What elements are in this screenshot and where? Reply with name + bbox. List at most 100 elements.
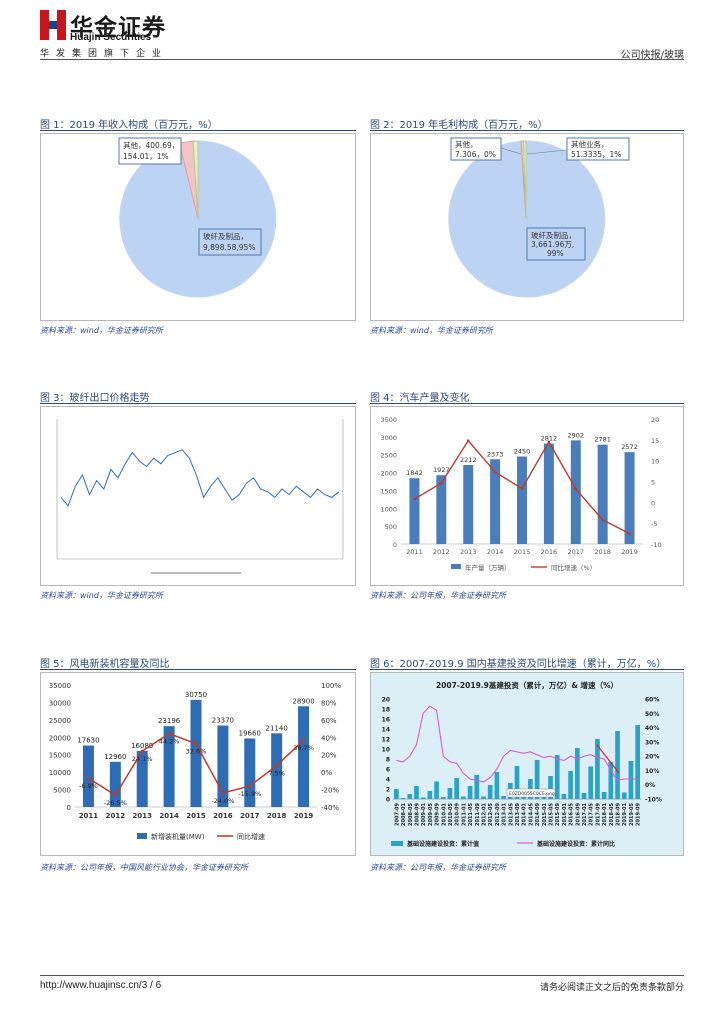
- figure-1-rule: [40, 130, 356, 131]
- line-point-yoy: [628, 532, 631, 535]
- bar-infra-cumulative: [407, 794, 413, 799]
- bar-car-output: [409, 478, 420, 544]
- x-tick-label: 2010-05: [448, 802, 454, 825]
- brand-name-en: Huajin Securities: [70, 32, 152, 43]
- footer-divider: [40, 975, 684, 976]
- pie-label-box-fiber: [198, 228, 262, 256]
- x-tick-label: 2013-05: [508, 802, 514, 825]
- y-left-tick-label: 4: [386, 777, 390, 784]
- figure-1-pie-chart: 其他，400.69， 154.01，1% 玻纤及制品， 9,898.58,95%: [118, 137, 277, 298]
- figure-4-combo-chart: 350030002500200015001000500020151050-5-1…: [380, 416, 662, 572]
- y-right-tick-label: 40%: [645, 725, 659, 732]
- x-tick-label: 2012: [106, 812, 126, 820]
- figure-2-frame: 其他， 7.306，0% 其他业务， 51.3335，1% 玻纤及制品， 3,6…: [370, 133, 684, 321]
- bar-infra-cumulative: [548, 776, 553, 799]
- y-left-tick-label: 10000: [49, 769, 71, 777]
- y-right-tick-label: -40%: [321, 804, 339, 812]
- bar-infra-cumulative: [474, 775, 480, 799]
- y-right-tick-label: 30%: [645, 739, 659, 746]
- y-right-tick-label: 15: [651, 437, 659, 445]
- line-data-label: -24.0%: [211, 797, 234, 805]
- y-left-tick-label: 35000: [49, 682, 71, 690]
- x-tick-label: 2018-09: [616, 802, 622, 825]
- bar-wind-capacity: [190, 699, 202, 807]
- y-right-tick-label: 20%: [321, 752, 337, 760]
- trend-arrow: [596, 744, 620, 774]
- bar-infra-cumulative: [568, 771, 573, 799]
- line-point-yoy: [601, 518, 604, 522]
- line-data-label: -6.9%: [79, 782, 98, 790]
- figure-6-title: 图 6：2007-2019.9 国内基建投资及同比增速（累计，万亿，%）: [370, 659, 667, 670]
- bar-infra-cumulative: [487, 785, 493, 799]
- bar-infra-cumulative: [608, 762, 614, 799]
- x-tick-label: 2016: [213, 812, 233, 820]
- bar-infra-cumulative: [447, 788, 453, 799]
- bar-infra-cumulative: [467, 786, 473, 799]
- chart-title: 2007-2019.9基建投资（累计，万亿）& 增速（%）: [436, 680, 618, 690]
- bar-infra-cumulative: [534, 760, 540, 799]
- bar-wind-capacity: [136, 750, 148, 807]
- x-tick-label: 2014: [159, 812, 179, 820]
- bar-infra-cumulative: [588, 766, 594, 799]
- pie-label-other-business-line2: 51.3335，1%: [571, 150, 621, 159]
- x-tick-label: 2014-05: [528, 802, 534, 825]
- bar-car-output: [436, 475, 447, 544]
- footer-url[interactable]: http://www.huajinsc.cn/3 / 6: [40, 980, 162, 991]
- bar-data-label: 30750: [185, 691, 207, 699]
- bar-infra-cumulative: [461, 796, 466, 799]
- line-point-yoy: [547, 440, 551, 444]
- pie-label-fiber-line3: 99%: [547, 249, 564, 258]
- y-right-tick-label: 60%: [645, 697, 659, 704]
- x-tick-label: 2015-09: [555, 802, 561, 825]
- figure-3-title: 图 3：玻纤出口价格走势: [40, 393, 150, 404]
- header-divider: [40, 59, 684, 60]
- footer-disclaimer-note: 请务必阅读正文之后的免责条款部分: [539, 983, 684, 993]
- x-tick-label: 2013: [460, 548, 477, 556]
- line-point-yoy: [574, 487, 578, 491]
- line-point-yoy: [140, 749, 144, 753]
- x-tick-label: 2014: [487, 548, 504, 556]
- y-right-tick-label: -10: [651, 541, 662, 549]
- figure-3-line-chart: [56, 419, 344, 574]
- x-tick-label: 2018: [267, 812, 287, 820]
- bar-wind-capacity: [244, 738, 256, 807]
- bar-wind-capacity: [82, 745, 94, 807]
- y-left-tick-label: 2500: [380, 452, 397, 460]
- y-left-tick-label: 1000: [380, 505, 397, 513]
- figure-3-source: 资料来源：wind，华金证券研究所: [40, 591, 163, 600]
- legend-swatch-cumulative: [391, 841, 403, 846]
- x-tick-label: 2009-09: [435, 802, 441, 825]
- figure-6-combo-chart: 2007-2019.9基建投资（累计，万亿）& 增速（%）20181614121…: [371, 673, 683, 855]
- y-left-tick-label: 5000: [53, 787, 71, 795]
- y-left-tick-label: 1500: [380, 487, 397, 495]
- y-left-tick-label: 16: [382, 717, 390, 724]
- y-left-tick-label: 8: [386, 757, 390, 764]
- figure-1-title: 图 1：2019 年收入构成（百万元，%）: [40, 120, 218, 131]
- y-right-tick-label: -10%: [645, 797, 662, 804]
- line-point-yoy: [520, 487, 524, 490]
- line-data-label: 7.5%: [268, 770, 285, 778]
- y-right-tick-label: -20%: [321, 787, 339, 795]
- bar-infra-cumulative: [581, 793, 587, 799]
- y-right-tick-label: 0%: [321, 769, 332, 777]
- line-point-yoy: [87, 776, 90, 780]
- x-tick-label: 2011-01: [461, 802, 467, 825]
- pie-label-fiber-line2: 9,898.58,95%: [203, 243, 255, 252]
- bar-wind-capacity: [298, 706, 310, 807]
- pie-label-other-line2: 154.01，1%: [123, 152, 169, 161]
- y-right-tick-label: 50%: [645, 711, 659, 718]
- figure-4-source: 资料来源：公司年报，华金证券研究所: [370, 591, 506, 600]
- figure-4-title: 图 4：汽车产量及变化: [370, 393, 470, 404]
- x-tick-label: 2011-09: [475, 802, 481, 825]
- x-tick-label: 2013: [132, 812, 152, 820]
- y-right-tick-label: 5: [651, 479, 655, 487]
- figure-6-rule: [370, 669, 684, 670]
- x-tick-label: 2019-05: [629, 802, 635, 825]
- bar-infra-cumulative: [574, 748, 580, 799]
- y-left-tick-label: 20000: [49, 734, 71, 742]
- figure-6-frame: 2007-2019.9基建投资（累计，万亿）& 增速（%） 20 18 16 14 12 1…: [370, 672, 684, 856]
- line-data-label: 36.7%: [293, 744, 314, 752]
- bar-infra-cumulative: [501, 796, 506, 799]
- bar-infra-cumulative: [601, 792, 607, 799]
- y-left-tick-label: 6: [386, 767, 390, 774]
